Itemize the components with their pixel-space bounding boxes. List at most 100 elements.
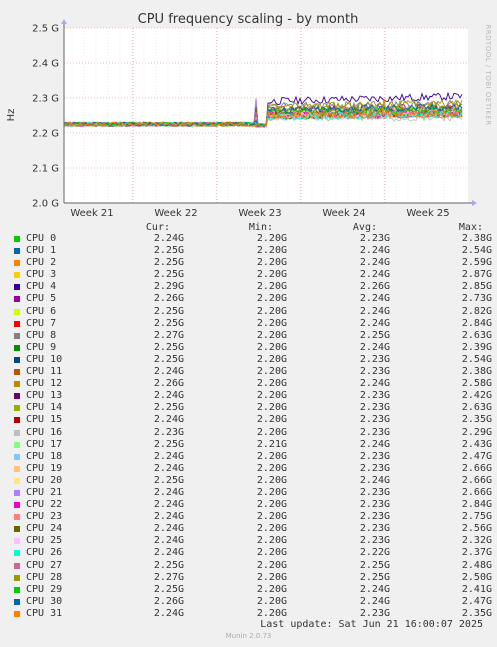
legend-max: 2.38G: [461, 366, 492, 378]
legend-min: 2.20G: [256, 474, 287, 486]
x-tick-label: Week 23: [238, 208, 281, 219]
legend-name: CPU 13: [26, 390, 63, 402]
legend-max: 2.63G: [461, 329, 492, 341]
legend-row: CPU 7 2.25G 2.20G 2.24G 2.84G: [12, 318, 492, 330]
legend-min: 2.20G: [256, 486, 287, 498]
legend-avg: 2.24G: [359, 269, 390, 281]
y-tick-label: 2.0 G: [32, 199, 59, 210]
legend-row: CPU 14 2.25G 2.20G 2.23G 2.63G: [12, 402, 492, 414]
legend-avg: 2.24G: [359, 317, 390, 329]
legend-row: CPU 26 2.24G 2.20G 2.22G 2.37G: [12, 547, 492, 559]
legend-swatch: [14, 356, 20, 363]
x-tick-labels: Week 21 Week 22 Week 23 Week 24 Week 25: [70, 208, 449, 219]
legend-swatch: [14, 417, 20, 424]
legend-row: CPU 2 2.25G 2.20G 2.24G 2.59G: [12, 257, 492, 269]
legend-row: CPU 17 2.25G 2.21G 2.24G 2.43G: [12, 439, 492, 451]
legend-cur: 2.25G: [153, 583, 184, 595]
legend-cur: 2.24G: [153, 523, 184, 535]
axes: [61, 19, 477, 206]
legend-avg: 2.23G: [359, 402, 390, 414]
legend-avg: 2.24G: [359, 378, 390, 390]
legend-cur: 2.24G: [153, 233, 184, 244]
legend-cur: 2.24G: [153, 366, 184, 378]
legend-avg: 2.23G: [359, 462, 390, 474]
legend-row: CPU 22 2.24G 2.20G 2.23G 2.84G: [12, 499, 492, 511]
legend-avg: 2.23G: [359, 414, 390, 426]
x-tick-label: Week 25: [406, 208, 449, 219]
legend-min: 2.20G: [256, 329, 287, 341]
legend-cur: 2.25G: [153, 559, 184, 571]
legend-max: 2.66G: [461, 486, 492, 498]
legend-min: 2.20G: [256, 583, 287, 595]
legend-max: 2.48G: [461, 559, 492, 571]
legend-cur: 2.24G: [153, 607, 184, 619]
legend-max: 2.54G: [461, 353, 492, 365]
legend-row: CPU 11 2.24G 2.20G 2.23G 2.38G: [12, 366, 492, 378]
legend-min: 2.20G: [256, 245, 287, 257]
legend-avg: 2.23G: [359, 450, 390, 462]
legend-max: 2.66G: [461, 474, 492, 486]
legend-row: CPU 13 2.24G 2.20G 2.23G 2.42G: [12, 390, 492, 402]
legend-avg: 2.24G: [359, 583, 390, 595]
y-tick-label: 2.2 G: [32, 129, 59, 140]
legend-row: CPU 10 2.25G 2.20G 2.23G 2.54G: [12, 354, 492, 366]
legend-row: CPU 0 2.24G 2.20G 2.23G 2.38G: [12, 233, 492, 245]
legend-name: CPU 18: [26, 450, 63, 462]
legend-name: CPU 24: [26, 523, 63, 535]
legend-avg: 2.23G: [359, 366, 390, 378]
legend-avg: 2.24G: [359, 245, 390, 257]
legend-avg: 2.23G: [359, 523, 390, 535]
legend-name: CPU 10: [26, 353, 63, 365]
legend-swatch: [14, 284, 20, 291]
legend-cur: 2.25G: [153, 269, 184, 281]
legend-swatch: [14, 405, 20, 412]
legend-min: 2.20G: [256, 571, 287, 583]
legend-min: 2.20G: [256, 462, 287, 474]
series-lines: [63, 91, 463, 128]
legend-name: CPU 29: [26, 583, 63, 595]
legend-max: 2.84G: [461, 317, 492, 329]
legend-swatch: [14, 562, 20, 569]
legend-swatch: [14, 393, 20, 400]
legend-name: CPU 0: [26, 233, 57, 244]
legend-header-min: Min:: [248, 222, 273, 233]
x-tick-label: Week 24: [322, 208, 365, 219]
legend-row: CPU 23 2.24G 2.20G 2.23G 2.75G: [12, 511, 492, 523]
legend-cur: 2.24G: [153, 462, 184, 474]
legend-row: CPU 9 2.25G 2.20G 2.24G 2.39G: [12, 342, 492, 354]
legend-min: 2.20G: [256, 281, 287, 293]
legend-swatch: [14, 610, 20, 617]
series-line: [63, 98, 463, 128]
legend-swatch: [14, 477, 20, 484]
legend-cur: 2.25G: [153, 438, 184, 450]
legend-cur: 2.23G: [153, 426, 184, 438]
legend-avg: 2.24G: [359, 293, 390, 305]
legend-max: 2.59G: [461, 257, 492, 269]
legend-cur: 2.25G: [153, 474, 184, 486]
legend-min: 2.21G: [256, 438, 287, 450]
legend-cur: 2.25G: [153, 305, 184, 317]
legend-avg: 2.24G: [359, 595, 390, 607]
legend-cur: 2.26G: [153, 378, 184, 390]
legend-row: CPU 31 2.24G 2.20G 2.23G 2.35G: [12, 608, 492, 620]
legend-row: CPU 18 2.24G 2.20G 2.23G 2.47G: [12, 451, 492, 463]
legend-avg: 2.24G: [359, 438, 390, 450]
legend-cur: 2.24G: [153, 499, 184, 511]
legend-swatch: [14, 381, 20, 388]
legend-min: 2.20G: [256, 305, 287, 317]
legend-name: CPU 6: [26, 305, 57, 317]
legend-swatch: [14, 248, 20, 255]
legend-max: 2.29G: [461, 426, 492, 438]
legend-min: 2.20G: [256, 233, 287, 244]
legend-name: CPU 21: [26, 486, 63, 498]
legend-avg: 2.23G: [359, 535, 390, 547]
legend-min: 2.20G: [256, 317, 287, 329]
y-axis-label: Hz: [6, 109, 17, 122]
legend-min: 2.20G: [256, 414, 287, 426]
legend-min: 2.20G: [256, 257, 287, 269]
legend-name: CPU 3: [26, 269, 57, 281]
legend-swatch: [14, 260, 20, 267]
legend-name: CPU 30: [26, 595, 63, 607]
legend-avg: 2.24G: [359, 474, 390, 486]
y-tick-label: 2.3 G: [32, 94, 59, 105]
